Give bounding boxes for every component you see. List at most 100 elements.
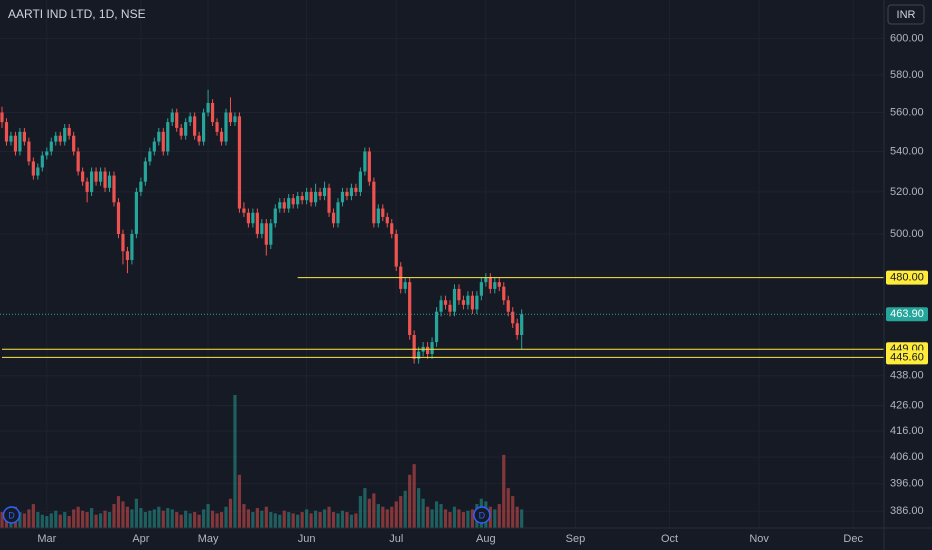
candle-body <box>309 191 313 203</box>
candle-body <box>403 282 407 289</box>
volume-bar <box>300 512 304 528</box>
candle-body <box>193 116 197 136</box>
candle-body <box>112 175 116 203</box>
candle-body <box>296 196 300 205</box>
volume-bar <box>210 510 215 528</box>
candle-body <box>520 314 524 335</box>
volume-bar <box>336 513 340 528</box>
candle-body <box>116 202 121 234</box>
volume-bar <box>506 488 510 528</box>
candle-body <box>264 223 268 245</box>
candle-body <box>367 151 371 182</box>
candle-body <box>90 171 94 192</box>
candle-body <box>40 155 44 168</box>
volume-bar <box>121 501 125 528</box>
candle-body <box>475 295 479 310</box>
candle-body <box>511 311 515 324</box>
x-tick-label: Mar <box>37 533 56 545</box>
volume-bar <box>273 513 277 528</box>
volume-bar <box>134 498 138 528</box>
volume-bar <box>166 508 170 528</box>
volume-bar <box>116 496 121 528</box>
volume-bar <box>90 508 94 528</box>
candle-body <box>228 112 233 123</box>
candle-body <box>394 233 398 267</box>
volume-bar <box>81 510 85 528</box>
candle-body <box>161 131 165 152</box>
candle-body <box>318 191 322 197</box>
volume-bar <box>331 512 336 528</box>
candle-body <box>202 112 206 142</box>
y-tick-label: 540.00 <box>890 145 924 157</box>
volume-bar <box>390 506 394 528</box>
volume-bar <box>237 474 242 528</box>
x-tick-label: Sep <box>566 533 586 545</box>
currency-button[interactable] <box>887 4 925 25</box>
volume-bar <box>457 509 461 528</box>
volume-bar <box>278 514 282 528</box>
volume-bar <box>103 510 107 528</box>
candle-body <box>515 323 519 335</box>
candle-body <box>322 187 327 197</box>
volume-bar <box>54 510 58 528</box>
candle-body <box>152 141 156 152</box>
candle-body <box>237 116 242 209</box>
candle-body <box>408 282 412 335</box>
candle-body <box>448 304 452 312</box>
currency-label[interactable]: INR <box>897 9 916 21</box>
candle-body <box>224 112 228 142</box>
candle-body <box>439 300 443 312</box>
volume-bar <box>502 454 506 528</box>
volume-bar <box>403 490 407 528</box>
candle-body <box>98 171 103 182</box>
candle-body <box>385 216 389 224</box>
volume-bar <box>327 506 331 528</box>
volume-bar <box>443 509 448 528</box>
candle-body <box>54 135 58 142</box>
volume-bar <box>461 512 466 528</box>
candle-body <box>390 223 394 234</box>
volume-bar <box>417 488 421 528</box>
volume-bar <box>363 488 367 528</box>
candle-body <box>0 112 4 123</box>
candle-body <box>107 175 112 188</box>
candle-body <box>9 135 13 142</box>
candle-body <box>246 212 250 224</box>
event-label: D <box>8 510 15 520</box>
volume-bar <box>305 509 309 528</box>
candle-body <box>22 131 26 142</box>
candle-body <box>488 277 492 289</box>
volume-bar <box>85 512 89 528</box>
candle-body <box>45 151 49 156</box>
candle-body <box>179 127 183 136</box>
volume-bar <box>18 512 22 528</box>
volume-bar <box>497 504 501 528</box>
candle-body <box>134 191 138 234</box>
volume-bar <box>175 512 179 528</box>
volume-bar <box>349 514 354 528</box>
volume-bar <box>152 509 156 528</box>
candle-body <box>305 191 309 201</box>
candle-body <box>291 198 295 205</box>
volume-bar <box>31 504 35 528</box>
volume-bar <box>296 514 300 528</box>
candle-body <box>461 300 466 305</box>
volume-bar <box>354 513 358 528</box>
candle-body <box>506 300 510 312</box>
candle-body <box>175 112 179 128</box>
volume-bar <box>448 512 452 528</box>
x-tick-label: Jun <box>298 533 316 545</box>
candle-body <box>417 351 421 359</box>
candle-body <box>479 282 483 296</box>
candle-body <box>67 127 71 136</box>
candle-body <box>434 311 439 343</box>
candle-body <box>452 288 457 312</box>
candle-body <box>282 202 286 209</box>
volume-bar <box>381 506 385 528</box>
candle-body <box>170 112 174 123</box>
volume-bar <box>49 513 53 528</box>
volume-bar <box>264 506 268 528</box>
volume-bar <box>130 509 134 528</box>
level-box <box>886 350 928 365</box>
candle-body <box>18 131 22 152</box>
